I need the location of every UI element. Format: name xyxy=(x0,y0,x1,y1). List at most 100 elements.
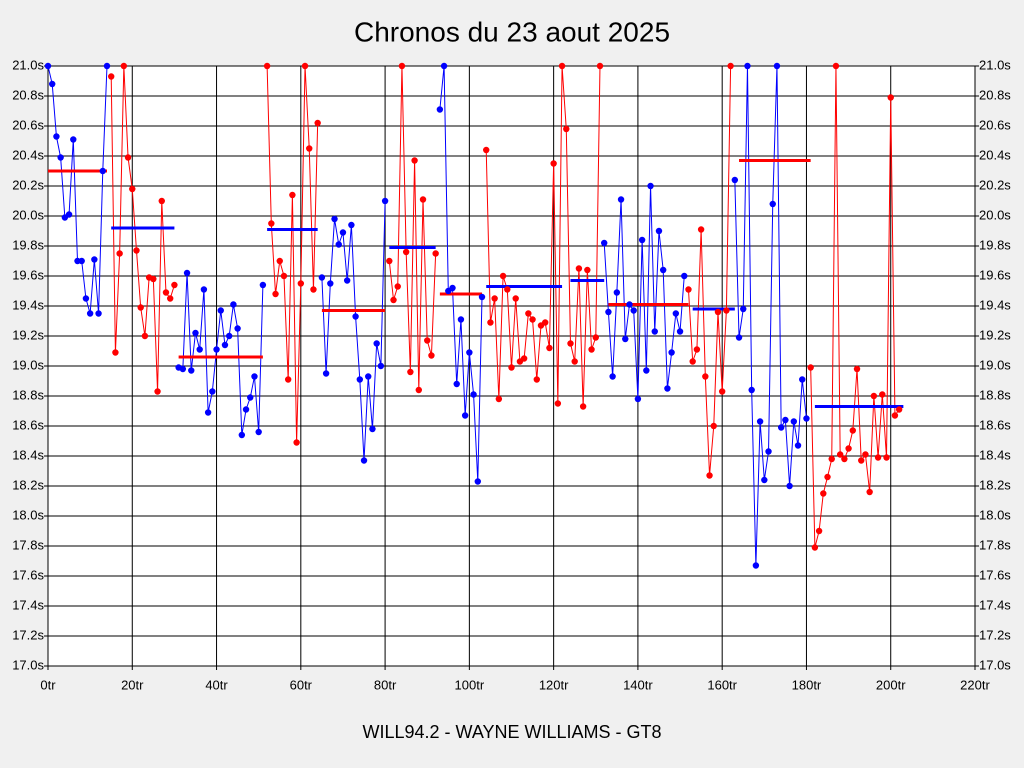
lap-point xyxy=(508,364,515,371)
lap-point xyxy=(381,197,389,205)
lap-point xyxy=(866,488,873,496)
y-tick-label: 21.0s xyxy=(12,57,44,72)
lap-point xyxy=(706,472,713,479)
lap-point xyxy=(601,239,608,247)
lap-point xyxy=(91,256,98,263)
y2-tick-label: 19.8s xyxy=(979,237,1011,252)
lap-point xyxy=(314,119,321,127)
lap-point xyxy=(377,362,385,370)
lap-point xyxy=(853,365,861,373)
lap-point xyxy=(141,332,149,340)
y-tick-label: 20.0s xyxy=(12,207,44,222)
lap-point xyxy=(474,478,481,485)
x-tick-label: 160tr xyxy=(707,677,737,692)
lap-point xyxy=(575,265,583,272)
lap-point xyxy=(419,196,427,203)
lap-point xyxy=(398,62,406,70)
y-tick-label: 18.0s xyxy=(12,507,44,522)
lap-point xyxy=(390,296,397,304)
lap-point xyxy=(217,307,224,314)
y-tick-label: 17.2s xyxy=(12,627,44,642)
lap-point xyxy=(744,62,751,70)
lap-point xyxy=(495,395,503,403)
lap-point xyxy=(436,106,444,113)
lap-point xyxy=(567,340,574,347)
lap-point xyxy=(289,191,296,199)
lap-point xyxy=(723,307,730,314)
lap-point xyxy=(714,308,722,316)
lap-point xyxy=(200,286,208,293)
lap-point xyxy=(617,196,625,203)
lap-point xyxy=(386,257,393,265)
lap-point xyxy=(280,272,288,280)
lap-point xyxy=(373,340,380,347)
lap-point xyxy=(343,277,351,284)
lap-point xyxy=(310,286,317,293)
lap-point xyxy=(626,301,633,308)
lap-point xyxy=(685,286,692,293)
lap-point xyxy=(86,310,94,317)
lap-point xyxy=(491,295,498,302)
lap-point xyxy=(327,280,334,287)
lap-point xyxy=(647,182,654,190)
lap-point xyxy=(710,422,717,430)
lap-point xyxy=(369,425,376,433)
lap-point xyxy=(192,329,199,337)
lap-point xyxy=(605,308,612,316)
y-tick-label: 20.2s xyxy=(12,177,44,192)
lap-point xyxy=(116,250,123,257)
lap-point xyxy=(120,62,128,70)
lap-point xyxy=(533,376,540,383)
lap-point xyxy=(238,431,246,439)
lap-point xyxy=(99,167,106,175)
lap-point xyxy=(579,403,587,410)
lap-point xyxy=(504,286,511,293)
lap-point xyxy=(849,427,857,434)
y2-tick-label: 19.4s xyxy=(979,297,1011,312)
lap-point xyxy=(761,476,768,484)
lap-point xyxy=(630,307,637,314)
lap-point xyxy=(57,154,64,161)
y2-tick-label: 21.0s xyxy=(979,57,1011,72)
y2-tick-label: 18.4s xyxy=(979,447,1011,462)
lap-point xyxy=(196,346,203,353)
lap-point xyxy=(651,328,658,335)
lap-point xyxy=(124,154,132,161)
y-tick-label: 19.2s xyxy=(12,327,44,342)
lap-point xyxy=(242,406,250,413)
lap-point xyxy=(836,451,844,458)
y2-tick-label: 17.6s xyxy=(979,567,1011,582)
lap-point xyxy=(268,220,275,227)
lap-point xyxy=(457,316,465,323)
lap-point xyxy=(740,305,747,313)
series-line xyxy=(810,65,900,548)
y2-tick-label: 20.0s xyxy=(979,207,1011,222)
lap-point xyxy=(659,266,667,274)
y-tick-label: 19.0s xyxy=(12,357,44,372)
y2-tick-label: 20.2s xyxy=(979,177,1011,192)
lap-point xyxy=(891,412,899,419)
lap-point xyxy=(790,418,798,425)
x-axis-label: WILL94.2 - WAYNE WILLIAMS - GT8 xyxy=(362,722,661,742)
y-tick-label: 18.2s xyxy=(12,477,44,492)
lap-point xyxy=(689,358,696,365)
y2-tick-label: 20.8s xyxy=(979,87,1011,102)
lap-point xyxy=(520,355,528,362)
lap-point xyxy=(103,62,111,70)
x-tick-label: 200tr xyxy=(876,677,906,692)
series-line xyxy=(734,65,807,566)
lap-point xyxy=(183,269,191,277)
lap-point xyxy=(251,373,258,380)
lap-point xyxy=(470,391,477,398)
lap-point xyxy=(255,428,262,436)
lap-point xyxy=(263,62,271,70)
lap-point xyxy=(638,236,646,244)
lap-point xyxy=(765,448,772,455)
lap-point xyxy=(676,328,684,335)
lap-point xyxy=(815,527,823,535)
lap-point xyxy=(209,388,216,395)
x-tick-label: 20tr xyxy=(121,677,144,692)
y2-tick-label: 19.0s xyxy=(979,357,1011,372)
lap-point xyxy=(179,365,187,373)
